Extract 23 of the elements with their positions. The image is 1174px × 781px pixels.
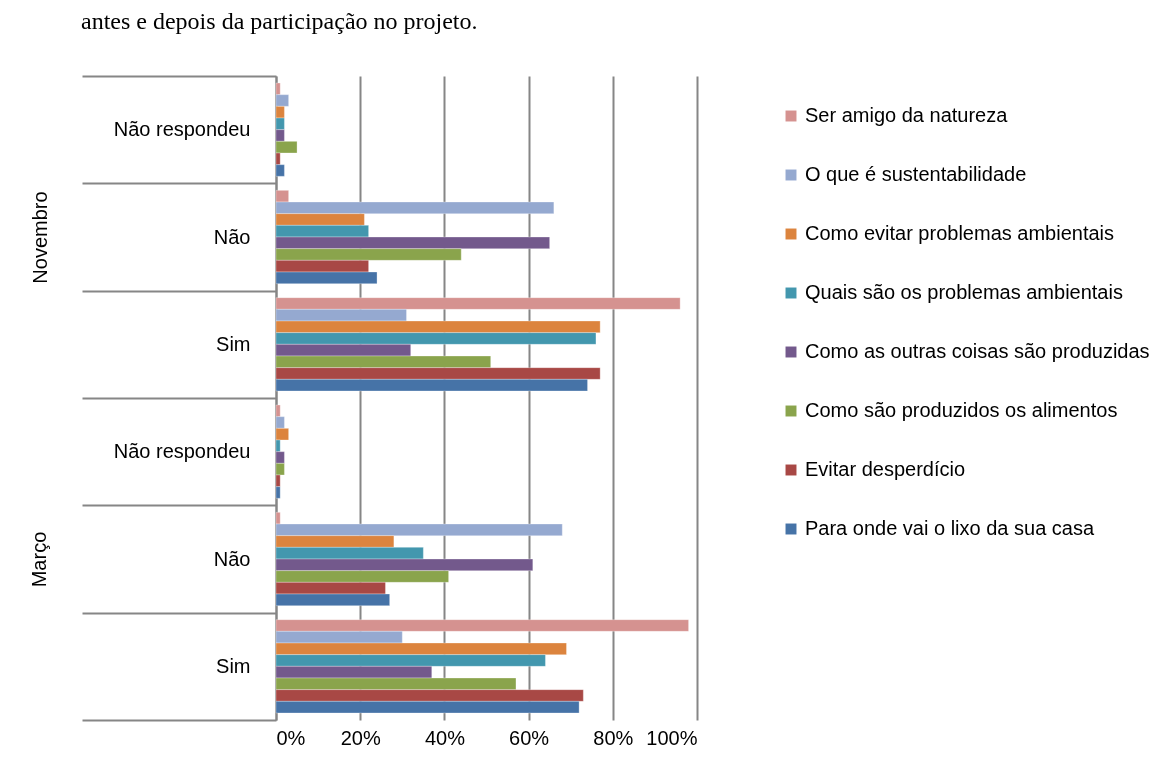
legend-label: Quais são os problemas ambientais: [805, 281, 1123, 303]
x-tick-label: 0%: [276, 726, 306, 749]
text: Março: [28, 531, 52, 587]
legend-label: O que é sustentabilidade: [805, 163, 1027, 185]
y-tick-label: Não: [213, 225, 251, 248]
x-tick-label: 100%: [646, 726, 698, 749]
legend-label: Como são produzidos os alimentos: [805, 399, 1118, 421]
text: Novembro: [28, 190, 52, 284]
y-tick-label: Sim: [216, 654, 251, 677]
x-tick-label: 80%: [593, 726, 634, 749]
x-tick-label: 20%: [340, 726, 381, 749]
chart-title: antes e depois da participação no projeto.: [81, 8, 478, 34]
y-tick-label: Sim: [216, 332, 251, 355]
legend-label: Como as outras coisas são produzidas: [805, 340, 1150, 362]
y-tick-label: Não: [213, 547, 251, 570]
legend-label: Para onde vai o lixo da sua casa: [805, 517, 1095, 539]
y-tick-label: Não respondeu: [113, 440, 251, 463]
legend-label: Ser amigo da natureza: [805, 104, 1009, 126]
x-tick-label: 40%: [424, 726, 466, 749]
legend-label: Como evitar problemas ambientais: [805, 222, 1115, 244]
legend-label: Evitar desperdício: [805, 458, 966, 480]
x-tick-label: 60%: [509, 726, 550, 749]
y-tick-label: Não respondeu: [113, 118, 251, 141]
